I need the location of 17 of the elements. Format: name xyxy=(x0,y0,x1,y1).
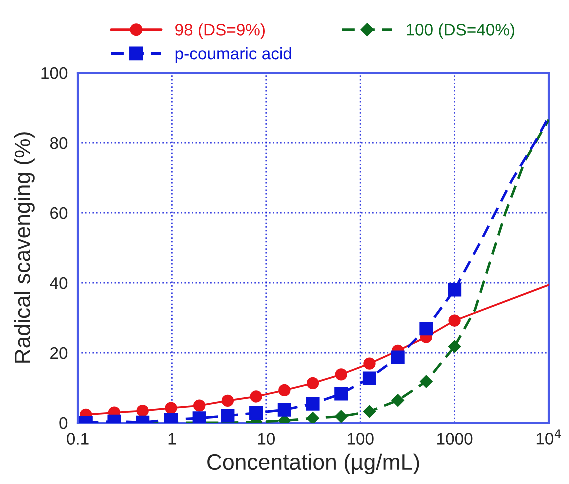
x-tick-label: 10 xyxy=(258,433,276,445)
legend-label: 98 (DS=9%) xyxy=(176,24,266,40)
x-axis-title: Concentation (µg/mL) xyxy=(208,454,420,475)
y-tick-label: 80 xyxy=(50,137,68,150)
y-tick-label: 100 xyxy=(42,67,68,80)
y-tick-label: 20 xyxy=(50,347,68,360)
y-tick-label: 40 xyxy=(50,277,68,290)
x-tick-label: 100 xyxy=(348,433,374,445)
x-tick-label: 10$^{4}$ xyxy=(536,430,562,445)
y-axis-title: Radical scavenging (%) xyxy=(14,132,35,363)
x-tick-label: 0.1 xyxy=(67,433,89,445)
y-tick-label: 0 xyxy=(60,417,68,430)
x-tick-label: 1 xyxy=(168,433,176,445)
legend-label: p-coumaric acid xyxy=(176,47,292,63)
y-tick-label: 60 xyxy=(50,207,68,220)
x-tick-label: 1000 xyxy=(438,433,473,445)
legend-label: 100 (DS=40%) xyxy=(407,24,515,40)
